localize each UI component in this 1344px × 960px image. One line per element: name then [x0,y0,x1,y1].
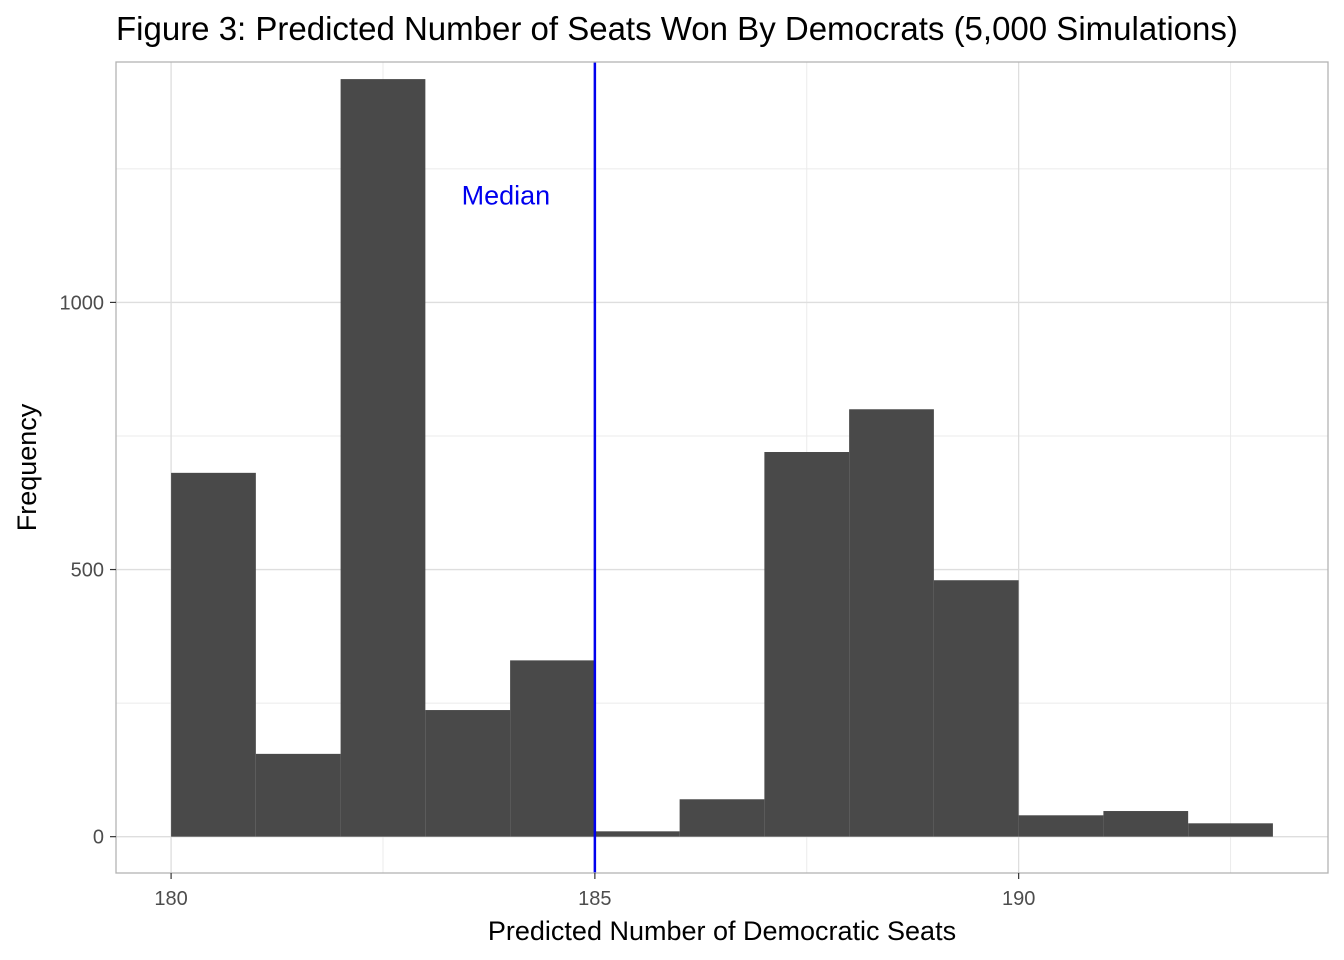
y-tick-label: 0 [93,827,104,849]
y-tick-label: 500 [71,560,104,582]
histogram-bar [764,452,850,837]
x-axis: 180 185 190 [154,873,1035,910]
histogram-bar [1188,823,1273,837]
plot-panel-border [115,61,1329,874]
chart-title: Figure 3: Predicted Number of Seats Won … [116,10,1238,47]
median-annotation: Median [462,62,597,873]
y-axis-title: Frequency [12,403,42,531]
x-axis-title: Predicted Number of Democratic Seats [488,916,956,946]
histogram-bars [171,79,1273,837]
histogram-bar [340,79,426,837]
histogram-bar [1103,811,1189,837]
histogram-bar [594,831,680,837]
median-label: Median [462,181,551,211]
x-tick-label: 180 [154,888,187,910]
histogram-bar [679,799,765,837]
x-tick-label: 185 [578,888,611,910]
histogram-bar [171,472,256,837]
histogram-bar [510,660,595,837]
x-tick-label: 190 [1002,888,1035,910]
y-tick-label: 1000 [60,292,105,314]
histogram-bar [849,409,934,837]
histogram-bar [1018,815,1104,837]
y-axis: 0 500 1000 [60,292,116,849]
histogram-bar [933,580,1019,837]
histogram-bar [255,753,341,837]
histogram-bar [425,710,511,837]
